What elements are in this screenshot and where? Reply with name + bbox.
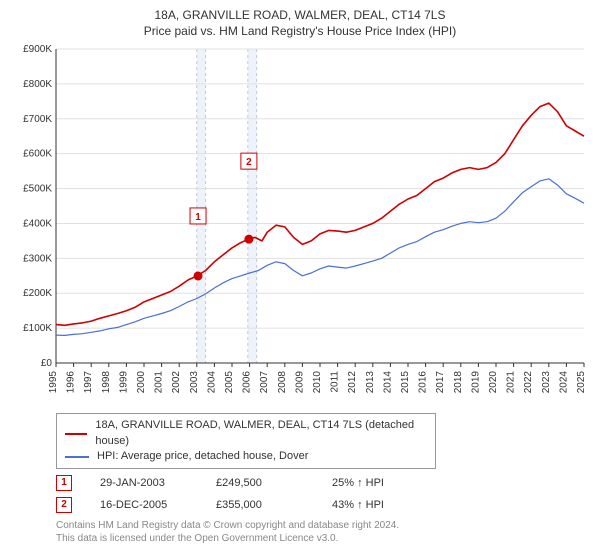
svg-text:£400K: £400K [23, 219, 52, 230]
transaction-marker: 2 [56, 497, 72, 513]
transactions-table: 1 29-JAN-2003 £249,500 25% ↑ HPI 2 16-DEC-200… [56, 475, 580, 513]
svg-text:1997: 1997 [83, 371, 94, 394]
svg-text:1: 1 [195, 212, 201, 223]
page-title: 18A, GRANVILLE ROAD, WALMER, DEAL, CT14 … [10, 8, 590, 24]
svg-text:2007: 2007 [259, 371, 270, 394]
transaction-delta: 25% ↑ HPI [332, 477, 420, 489]
svg-text:£900K: £900K [23, 45, 52, 55]
svg-text:2021: 2021 [506, 371, 517, 394]
legend-swatch [65, 456, 89, 458]
svg-text:1998: 1998 [101, 371, 112, 394]
legend: 18A, GRANVILLE ROAD, WALMER, DEAL, CT14 … [56, 413, 436, 469]
footer-line: This data is licensed under the Open Gov… [56, 532, 580, 545]
svg-text:2010: 2010 [312, 371, 323, 394]
transaction-price: £249,500 [216, 477, 304, 489]
legend-item: HPI: Average price, detached house, Dove… [65, 449, 427, 464]
legend-label: 18A, GRANVILLE ROAD, WALMER, DEAL, CT14 … [95, 418, 427, 449]
svg-text:2019: 2019 [470, 371, 481, 394]
svg-text:2014: 2014 [382, 371, 393, 394]
svg-text:2023: 2023 [541, 371, 552, 394]
svg-text:2015: 2015 [400, 371, 411, 394]
svg-text:1999: 1999 [118, 371, 129, 394]
svg-text:1995: 1995 [48, 371, 59, 394]
svg-text:2020: 2020 [488, 371, 499, 394]
transaction-row: 1 29-JAN-2003 £249,500 25% ↑ HPI [56, 475, 580, 491]
svg-text:£600K: £600K [23, 149, 52, 160]
svg-text:2013: 2013 [365, 371, 376, 394]
svg-text:2009: 2009 [294, 371, 305, 394]
chart-container: 18A, GRANVILLE ROAD, WALMER, DEAL, CT14 … [0, 0, 600, 560]
svg-text:2025: 2025 [576, 371, 587, 394]
transaction-delta: 43% ↑ HPI [332, 499, 420, 511]
svg-text:1996: 1996 [66, 371, 77, 394]
transaction-marker: 1 [56, 475, 72, 491]
svg-text:2018: 2018 [453, 371, 464, 394]
svg-text:2011: 2011 [330, 371, 341, 393]
svg-text:£700K: £700K [23, 114, 52, 125]
legend-label: HPI: Average price, detached house, Dove… [97, 449, 308, 464]
transaction-date: 29-JAN-2003 [100, 477, 188, 489]
transaction-price: £355,000 [216, 499, 304, 511]
page-subtitle: Price paid vs. HM Land Registry's House … [10, 24, 590, 40]
svg-text:£800K: £800K [23, 79, 52, 90]
svg-text:2016: 2016 [418, 371, 429, 394]
svg-text:£0: £0 [41, 358, 53, 369]
line-chart: £0 £100K £200K £300K £400K £500K £600K £700K £80… [10, 45, 590, 405]
legend-item: 18A, GRANVILLE ROAD, WALMER, DEAL, CT14 … [65, 418, 427, 449]
svg-text:2: 2 [246, 157, 252, 168]
chart-svg: £0 £100K £200K £300K £400K £500K £600K £700K £80… [10, 45, 590, 405]
svg-text:2004: 2004 [206, 371, 217, 394]
footer-line: Contains HM Land Registry data © Crown c… [56, 519, 580, 532]
transaction-row: 2 16-DEC-2005 £355,000 43% ↑ HPI [56, 497, 580, 513]
footer-attribution: Contains HM Land Registry data © Crown c… [56, 519, 580, 545]
svg-text:2008: 2008 [277, 371, 288, 394]
svg-text:2024: 2024 [558, 371, 569, 394]
svg-text:£200K: £200K [23, 288, 52, 299]
svg-text:2017: 2017 [435, 371, 446, 394]
svg-text:2012: 2012 [347, 371, 358, 394]
svg-text:2000: 2000 [136, 371, 147, 394]
svg-text:2022: 2022 [523, 371, 534, 394]
svg-text:2005: 2005 [224, 371, 235, 394]
svg-text:£300K: £300K [23, 254, 52, 265]
svg-text:2001: 2001 [154, 371, 165, 394]
transaction-date: 16-DEC-2005 [100, 499, 188, 511]
svg-text:2002: 2002 [171, 371, 182, 394]
svg-text:£100K: £100K [23, 323, 52, 334]
svg-text:£500K: £500K [23, 184, 52, 195]
legend-swatch [65, 433, 87, 435]
svg-text:2003: 2003 [189, 371, 200, 394]
svg-text:2006: 2006 [242, 371, 253, 394]
